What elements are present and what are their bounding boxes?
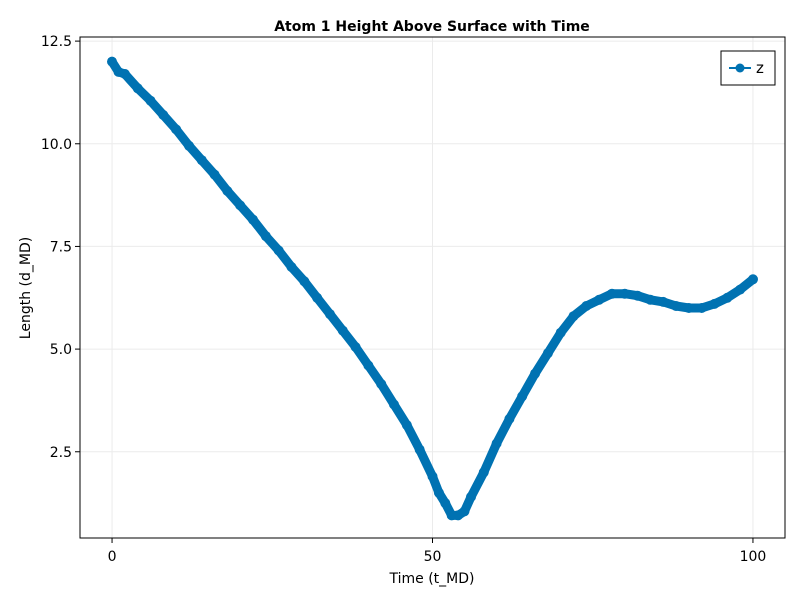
data-point	[184, 140, 194, 151]
data-point	[433, 487, 444, 498]
grid	[80, 37, 785, 538]
data-point	[709, 298, 720, 309]
data-point	[196, 155, 207, 166]
data-point	[389, 399, 399, 410]
y-tick-label: 12.5	[41, 34, 72, 50]
x-axis-label: Time (t_MD)	[389, 571, 475, 587]
data-point	[466, 491, 476, 502]
data-point	[260, 231, 271, 242]
data-point	[299, 276, 310, 287]
data-point	[286, 262, 297, 272]
data-point	[158, 110, 169, 120]
data-point	[337, 325, 348, 336]
data-point	[607, 288, 617, 299]
data-point	[530, 368, 540, 379]
data-point	[222, 186, 233, 196]
chart-title: Atom 1 Height Above Surface with Time	[274, 19, 590, 35]
legend-series-label: z	[756, 59, 764, 77]
data-point	[248, 214, 258, 225]
data-point	[414, 444, 425, 455]
data-point	[491, 438, 502, 449]
legend: z	[720, 50, 776, 86]
y-tick-label: 7.5	[50, 239, 72, 255]
data-point	[312, 292, 323, 303]
data-point	[748, 274, 758, 285]
data-point	[440, 498, 451, 509]
data-point	[696, 303, 707, 313]
data-point	[671, 301, 681, 311]
data-point	[555, 327, 566, 338]
series-layer	[107, 56, 758, 521]
data-point	[363, 360, 374, 371]
data-point	[722, 292, 733, 303]
data-point	[427, 471, 438, 482]
data-point	[132, 83, 143, 94]
data-point	[107, 56, 117, 67]
x-tick-label: 0	[108, 549, 117, 565]
y-tick-label: 5.0	[50, 342, 72, 358]
data-point	[632, 290, 643, 301]
data-point	[209, 169, 220, 180]
y-tick-label: 2.5	[50, 445, 72, 461]
data-point	[517, 391, 528, 402]
data-point	[119, 69, 130, 79]
data-point	[683, 303, 694, 313]
x-tick-label: 50	[424, 549, 442, 565]
data-point	[325, 309, 335, 320]
data-point	[504, 413, 515, 424]
data-point	[235, 200, 246, 211]
x-tick-label: 100	[740, 549, 767, 565]
data-point	[619, 288, 630, 299]
ticks: 0 50 100 2.5 5.0 7.5 10.0 12.5	[41, 34, 766, 565]
data-point	[273, 245, 284, 256]
data-point	[645, 294, 656, 305]
data-point	[542, 348, 553, 359]
data-point	[568, 311, 579, 322]
data-point	[401, 420, 412, 431]
data-point	[478, 467, 489, 478]
data-point	[594, 294, 605, 305]
y-tick-label: 10.0	[41, 137, 72, 153]
data-point	[581, 301, 592, 311]
y-axis-label: Length (d_MD)	[18, 237, 34, 339]
data-point	[376, 379, 387, 389]
data-point	[350, 342, 361, 352]
data-point	[658, 296, 669, 307]
data-point	[735, 284, 746, 295]
data-point	[171, 124, 182, 135]
data-point	[145, 95, 156, 106]
data-point	[459, 506, 470, 517]
legend-series-marker	[735, 63, 745, 73]
